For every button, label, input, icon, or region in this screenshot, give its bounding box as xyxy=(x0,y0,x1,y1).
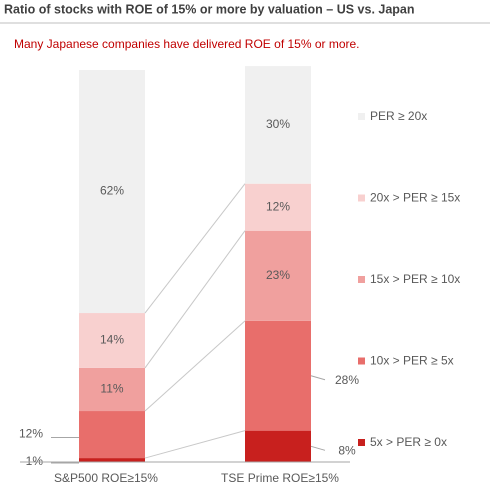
x-tick-label: TSE Prime ROE≥15% xyxy=(221,471,339,485)
x-tick-label: S&P500 ROE≥15% xyxy=(54,471,158,485)
value-label: 28% xyxy=(335,373,359,387)
legend-label: 5x > PER ≥ 0x xyxy=(370,435,447,449)
label-leader xyxy=(310,375,326,381)
connector xyxy=(144,430,246,459)
legend-swatch xyxy=(358,276,365,283)
legend-swatch xyxy=(358,357,365,365)
bar-segment xyxy=(245,183,311,231)
value-label: 11% xyxy=(100,382,123,396)
legend-label: PER ≥ 20x xyxy=(370,109,427,123)
legend-swatch xyxy=(358,194,365,202)
value-label: 12% xyxy=(19,427,43,441)
chart-subtitle: Many Japanese companies have delivered R… xyxy=(14,37,360,51)
bar-segment xyxy=(79,313,145,368)
bar-segment xyxy=(245,66,311,184)
bar-segment xyxy=(79,70,145,314)
legend-label: 10x > PER ≥ 5x xyxy=(370,354,454,368)
bar-segment xyxy=(245,230,311,321)
value-label: 62% xyxy=(100,184,124,198)
bar-segment xyxy=(79,458,145,462)
value-label: 12% xyxy=(266,199,290,213)
legend-label: 20x > PER ≥ 15x xyxy=(370,191,460,205)
bar-segment xyxy=(79,411,145,459)
connector xyxy=(144,183,246,314)
value-label: 30% xyxy=(266,117,290,131)
value-label: 8% xyxy=(338,443,356,457)
chart-title: Ratio of stocks with ROE of 15% or more … xyxy=(4,2,415,16)
connector xyxy=(144,230,246,369)
bar-segment xyxy=(245,320,311,431)
legend-swatch xyxy=(358,113,365,120)
bar-segment xyxy=(245,430,311,462)
value-label: 14% xyxy=(100,333,124,347)
legend-swatch xyxy=(358,439,365,446)
value-label: 1% xyxy=(26,454,44,468)
label-leader xyxy=(310,445,326,451)
bar-segment xyxy=(79,367,145,412)
legend-label: 15x > PER ≥ 10x xyxy=(370,272,460,286)
connector xyxy=(144,320,246,412)
value-label: 23% xyxy=(266,268,290,282)
